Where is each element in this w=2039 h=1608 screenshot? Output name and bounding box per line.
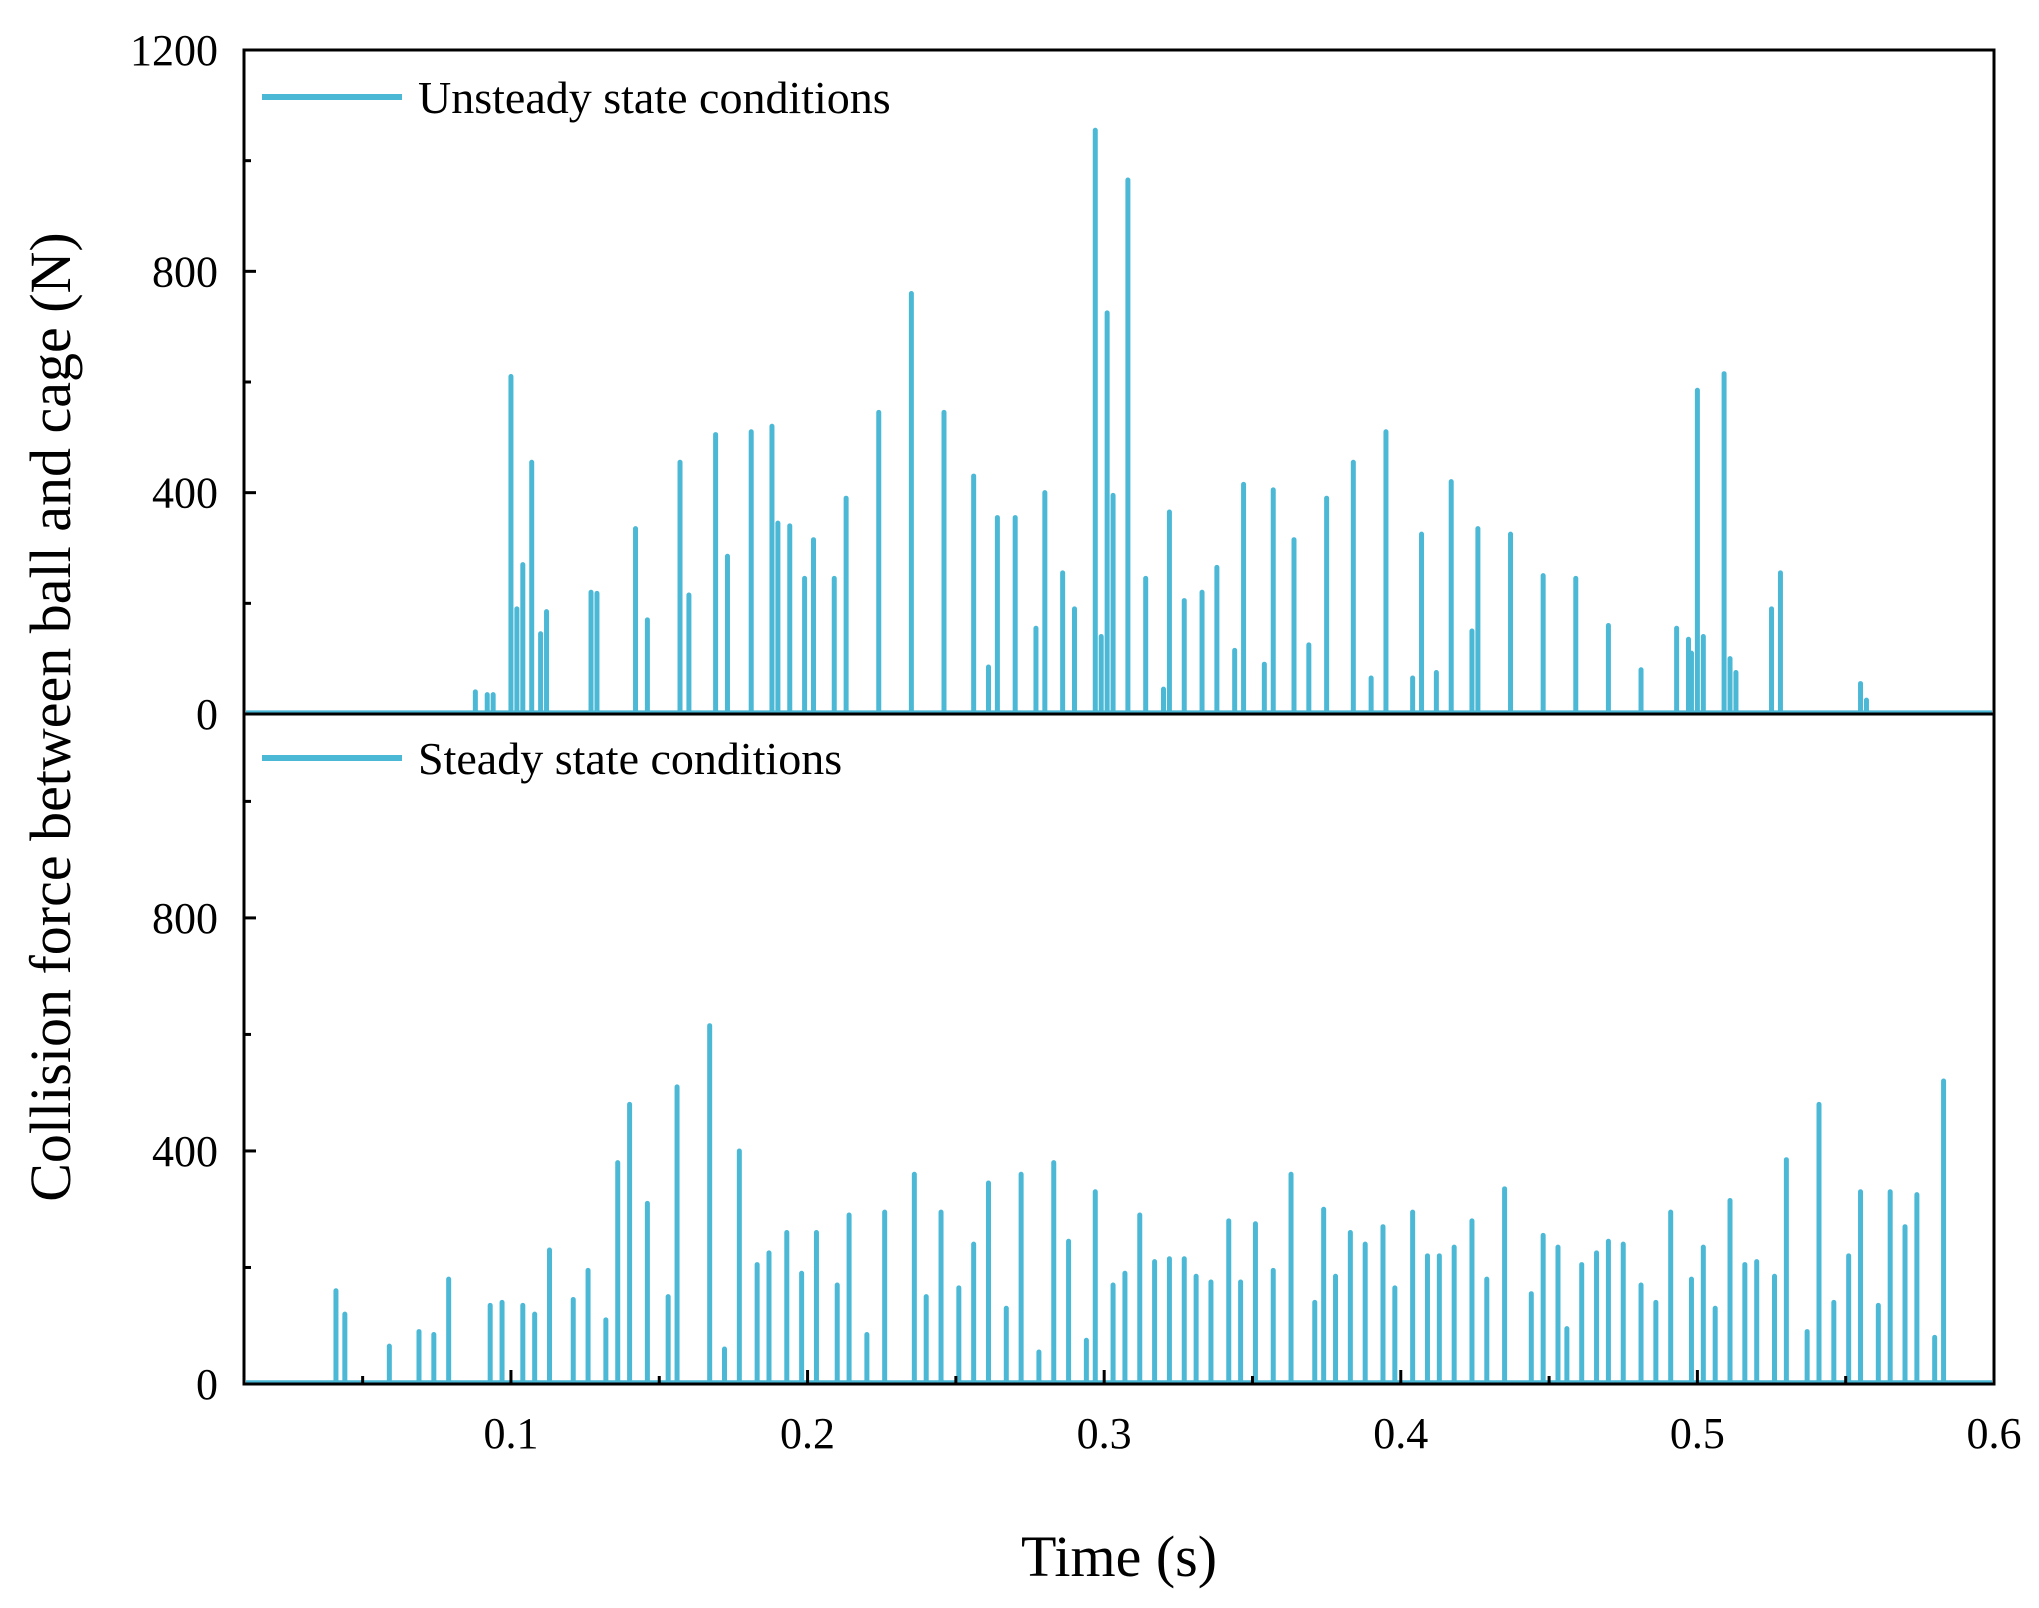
upper-legend: Unsteady state conditions: [262, 72, 891, 123]
lower-y-ticks: 0 400 800: [152, 799, 256, 1409]
x-tick-label: 0.2: [780, 1409, 835, 1458]
lower-y-tick-label: 400: [152, 1127, 218, 1176]
x-axis: 0.1 0.2 0.3 0.4 0.5 0.6: [361, 1370, 2022, 1458]
x-tick-label: 0.1: [483, 1409, 538, 1458]
x-tick-label: 0.5: [1670, 1409, 1725, 1458]
x-axis-title: Time (s): [1021, 1524, 1217, 1589]
lower-legend: Steady state conditions: [262, 733, 842, 784]
upper-panel: 0 400 800 1200 Unsteady state conditions: [130, 26, 1996, 739]
lower-panel: 0 400 800 Steady state conditions: [152, 712, 1996, 1409]
lower-y-tick-label: 0: [196, 1360, 218, 1409]
x-tick-label: 0.4: [1373, 1409, 1428, 1458]
x-tick-label: 0.3: [1077, 1409, 1132, 1458]
lower-series: [246, 1023, 1992, 1385]
y-axis-title: Collision force between ball and cage (N…: [18, 232, 83, 1202]
x-tick-label: 0.6: [1967, 1409, 2022, 1458]
upper-y-tick-label: 400: [152, 469, 218, 518]
lower-y-tick-label: 800: [152, 894, 218, 943]
upper-y-tick-label: 800: [152, 247, 218, 296]
lower-legend-label: Steady state conditions: [418, 733, 842, 784]
upper-y-ticks: 0 400 800 1200: [130, 26, 256, 739]
upper-y-tick-label: 1200: [130, 26, 218, 75]
upper-series: [246, 127, 1992, 715]
upper-y-tick-label: 0: [196, 690, 218, 739]
upper-legend-label: Unsteady state conditions: [418, 72, 891, 123]
lower-plot-frame: [242, 712, 1996, 1386]
